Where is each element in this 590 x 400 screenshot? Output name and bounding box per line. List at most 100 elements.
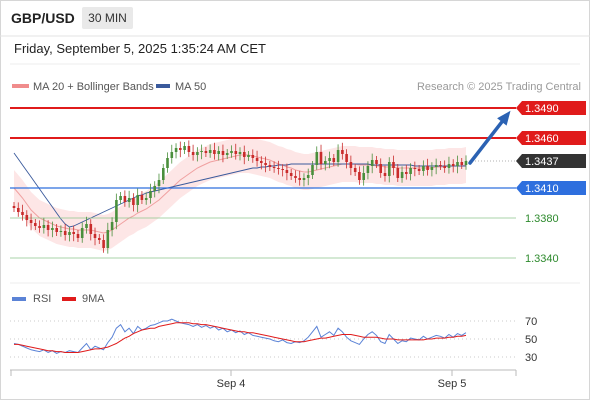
- candle-body: [217, 151, 220, 154]
- candle-body: [358, 172, 361, 180]
- x-tick-label-sep4: Sep 4: [217, 378, 246, 390]
- candle-body: [119, 196, 122, 200]
- candle-body: [140, 195, 144, 200]
- ma50-legend-swatch: [156, 84, 170, 88]
- candle-body: [59, 231, 63, 232]
- level-tag-1.3437: 1.3437: [516, 154, 586, 168]
- header-bar: GBP/USD 30 MIN: [0, 0, 590, 36]
- candle-body: [127, 198, 131, 202]
- candle-body: [42, 225, 46, 228]
- candle-body: [319, 152, 323, 164]
- rsi-legend-swatch: [12, 297, 26, 301]
- candle-body: [336, 150, 340, 162]
- candle-body: [196, 152, 199, 155]
- candle-body: [260, 161, 263, 163]
- candle-body: [277, 168, 280, 169]
- price-legend: MA 20 + Bollinger Bands MA 50 Research ©…: [12, 81, 581, 93]
- level-tag-1.3460: 1.3460: [516, 131, 586, 145]
- candle-body: [55, 228, 58, 232]
- symbol-title: GBP/USD: [11, 10, 75, 26]
- candle-body: [98, 238, 101, 240]
- candle-body: [460, 162, 464, 165]
- candle-body: [285, 170, 289, 173]
- candle-body: [272, 167, 276, 168]
- candle-body: [345, 154, 348, 162]
- level-tag-text-1.3437: 1.3437: [525, 156, 559, 168]
- rsi-ma-legend-swatch: [62, 297, 76, 301]
- rsi-legend: RSI 9MA: [12, 293, 105, 305]
- candle-body: [311, 165, 314, 175]
- timeframe-button[interactable]: 30 MIN: [82, 7, 133, 29]
- candle-body: [187, 146, 191, 152]
- candlesticks: [12, 140, 468, 254]
- candle-body: [89, 224, 93, 234]
- candle-body: [144, 198, 148, 200]
- candle-body: [315, 152, 319, 165]
- timestamp: Friday, September 5, 2025 1:35:24 AM CET: [14, 41, 266, 56]
- rsi-legend-label: RSI: [33, 293, 51, 305]
- forecast-arrow-line: [468, 120, 504, 165]
- candle-body: [162, 168, 165, 180]
- candle-body: [426, 166, 429, 170]
- candle-body: [439, 165, 442, 166]
- candle-body: [388, 162, 391, 176]
- candle-body: [353, 168, 357, 172]
- rsi-line: [13, 318, 467, 354]
- forecast-arrow: [468, 110, 511, 165]
- forecast-arrow-head: [497, 110, 511, 126]
- candle-body: [51, 228, 54, 230]
- level-tag-text-1.3460: 1.3460: [525, 133, 559, 145]
- candle-body: [29, 220, 33, 223]
- candle-body: [409, 168, 412, 174]
- rsi-tick-label-30: 30: [525, 352, 537, 364]
- candle-body: [366, 166, 370, 173]
- candle-body: [349, 162, 353, 168]
- candle-body: [149, 191, 152, 198]
- candle-body: [400, 172, 404, 178]
- rsi-tick-label-50: 50: [525, 334, 537, 346]
- candle-body: [447, 164, 451, 168]
- candle-body: [255, 158, 259, 161]
- candle-body: [38, 226, 41, 228]
- candle-body: [396, 168, 400, 178]
- candle-body: [46, 225, 50, 230]
- candle-body: [375, 160, 378, 164]
- candle-body: [170, 152, 174, 158]
- candle-body: [157, 180, 161, 186]
- candle-body: [341, 150, 344, 154]
- candle-body: [324, 161, 327, 164]
- level-tag-text-1.3490: 1.3490: [525, 103, 559, 115]
- candle-body: [362, 173, 365, 180]
- candle-body: [208, 150, 212, 153]
- level-label-1.3340: 1.3340: [525, 253, 559, 265]
- candle-body: [123, 196, 127, 202]
- candle-body: [191, 152, 195, 155]
- candle-body: [63, 231, 67, 235]
- ma50-line: [13, 152, 466, 228]
- candle-body: [110, 222, 114, 230]
- candle-body: [102, 240, 105, 248]
- candle-body: [153, 186, 156, 191]
- candle-body: [392, 162, 395, 168]
- candle-body: [132, 198, 135, 205]
- candle-body: [243, 152, 246, 157]
- candle-body: [379, 164, 382, 173]
- candle-body: [405, 172, 408, 174]
- candle-body: [298, 178, 301, 180]
- rsi-ma-legend-label: 9MA: [82, 293, 105, 305]
- ma20-legend-swatch: [12, 84, 29, 88]
- candle-body: [464, 161, 468, 165]
- candle-body: [200, 151, 203, 152]
- candle-body: [12, 206, 16, 208]
- level-tag-1.3490: 1.3490: [516, 101, 586, 115]
- candle-body: [34, 223, 37, 226]
- candle-body: [21, 212, 24, 215]
- candle-body: [221, 151, 225, 155]
- candle-body: [106, 230, 110, 248]
- candle-body: [430, 167, 434, 170]
- rsi-gridlines: 70 50 30: [10, 316, 537, 364]
- bollinger-band: [14, 137, 466, 251]
- candle-body: [264, 163, 267, 165]
- candle-body: [443, 166, 446, 168]
- candle-body: [17, 208, 20, 212]
